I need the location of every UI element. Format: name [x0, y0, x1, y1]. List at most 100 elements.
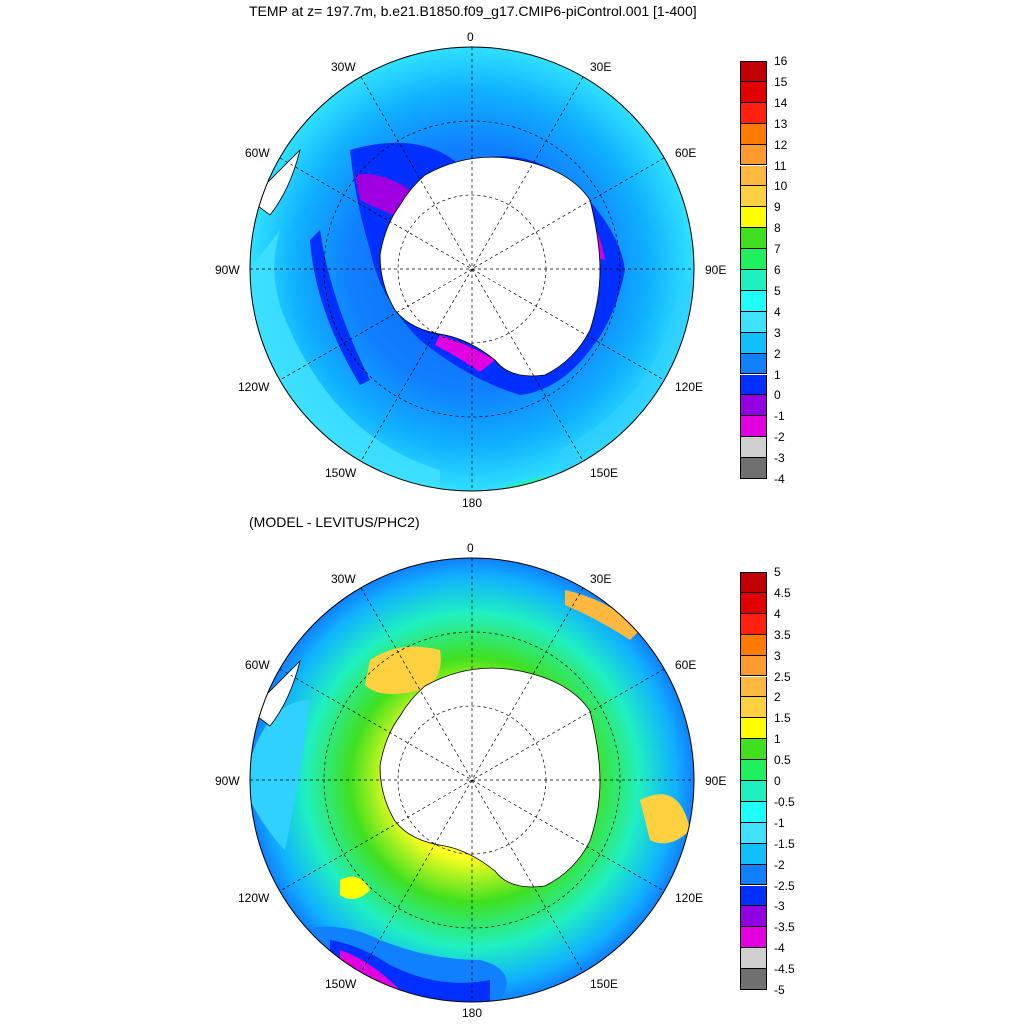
- bottom-colorbar-tick-label: -2: [774, 857, 785, 872]
- top-colorbar-swatch: [740, 353, 767, 375]
- bottom-colorbar-swatch: [740, 801, 767, 823]
- bottom-map-border: [249, 557, 695, 1003]
- top-colorbar-tick-label: 15: [774, 74, 788, 89]
- top-colorbar-swatch: [740, 290, 767, 312]
- top-colorbar-tick-label: 14: [774, 95, 788, 110]
- top-colorbar-swatch: [740, 395, 767, 417]
- top-lon-120w: 120W: [238, 380, 270, 394]
- top-magenta-patch-2: [435, 335, 495, 372]
- bottom-colorbar-swatch: [740, 697, 767, 719]
- bottom-lon-120w: 120W: [238, 891, 270, 905]
- top-colorbar-swatch: [740, 81, 767, 103]
- bottom-colorbar-swatch: [740, 572, 767, 593]
- top-colorbar-tick-label: 1: [774, 367, 781, 382]
- top-colorbar-swatch: [740, 311, 767, 333]
- top-lon-30e: 30E: [590, 60, 612, 74]
- top-colorbar-swatch: [740, 61, 767, 82]
- bottom-warm-patch-2: [565, 590, 640, 640]
- top-warm-band: [250, 230, 440, 489]
- top-colorbar-swatch: [740, 437, 767, 459]
- bottom-colorbar-swatch: [740, 718, 767, 740]
- bottom-lon-0: 0: [467, 541, 474, 555]
- top-colorbar-tick-label: 4: [774, 304, 781, 319]
- top-colorbar-tick-label: 6: [774, 263, 781, 277]
- bottom-colorbar-tick-label: 1.5: [774, 711, 791, 726]
- bottom-colorbar-tick-label: -3: [774, 899, 785, 914]
- top-colorbar-swatch: [740, 332, 767, 354]
- bottom-colorbar-tick-label: -5: [774, 983, 785, 997]
- bottom-colorbar-tick-label: 2.5: [774, 669, 791, 684]
- top-graticule: [250, 47, 694, 491]
- bottom-colorbar-tick-label: 3: [774, 648, 781, 663]
- top-map-border: [249, 46, 695, 492]
- bottom-colorbar-tick-label: -1: [774, 815, 785, 830]
- bottom-antarctica: [379, 667, 601, 888]
- bottom-lon-30w: 30W: [331, 572, 356, 586]
- bottom-yellow-patch: [340, 876, 370, 899]
- bottom-colorbar-swatch: [740, 760, 767, 781]
- top-lon-30w: 30W: [331, 60, 356, 74]
- top-colorbar-swatch: [740, 186, 767, 208]
- top-colorbar-swatch: [740, 102, 767, 124]
- bottom-colorbar-tick-label: 4.5: [774, 585, 791, 600]
- bottom-map-title: (MODEL - LEVITUS/PHC2): [249, 514, 420, 530]
- top-lon-150e: 150E: [590, 466, 619, 480]
- bottom-lon-90e: 90E: [705, 774, 727, 788]
- top-colorbar-swatch: [740, 374, 767, 396]
- bottom-colorbar-swatch: [740, 864, 767, 886]
- top-colorbar-swatch: [740, 165, 767, 187]
- top-warm-band-east: [560, 269, 694, 472]
- bottom-colorbar-swatch: [740, 843, 767, 865]
- top-colorbar-tick-label: 7: [774, 242, 781, 257]
- top-colorbar-tick-label: 10: [774, 179, 788, 194]
- bottom-colorbar-tick-label: 4: [774, 606, 781, 621]
- top-colorbar-swatch: [740, 458, 767, 479]
- bottom-colorbar-swatch: [740, 739, 767, 761]
- top-colorbar-tick-label: -3: [774, 451, 785, 466]
- bottom-colorbar-swatch: [740, 948, 767, 970]
- top-lon-60e: 60E: [675, 146, 697, 160]
- bottom-colorbar-swatch: [740, 676, 767, 698]
- bottom-warm-patch-3: [640, 794, 690, 844]
- top-lon-180: 180: [462, 496, 483, 510]
- top-polar-map: [250, 47, 694, 491]
- top-lon-150w: 150W: [325, 466, 357, 480]
- bottom-colorbar-tick-label: -3.5: [774, 920, 795, 935]
- bottom-graticule: [250, 558, 694, 1002]
- top-colorbar-tick-label: -1: [774, 409, 785, 424]
- bottom-lon-30e: 30E: [590, 572, 612, 586]
- top-colorbar-tick-label: 5: [774, 283, 781, 298]
- top-colorbar-tick-label: 0: [774, 388, 781, 403]
- top-colorbar-swatch: [740, 270, 767, 291]
- bottom-lon-150e: 150E: [590, 977, 619, 991]
- top-lon-90e: 90E: [705, 263, 727, 277]
- top-colorbar-tick-label: 2: [774, 346, 781, 361]
- bottom-colorbar-tick-label: 3.5: [774, 627, 791, 642]
- top-colorbar-swatch: [740, 123, 767, 145]
- bottom-lon-120e: 120E: [675, 891, 704, 905]
- top-lon-0: 0: [467, 30, 474, 44]
- bottom-lon-60w: 60W: [245, 658, 270, 672]
- bottom-colorbar-swatch: [740, 592, 767, 614]
- top-colorbar-tick-label: -2: [774, 430, 785, 445]
- bottom-lon-150w: 150W: [325, 977, 357, 991]
- bottom-polar-map: [250, 558, 694, 1002]
- bottom-colorbar-swatch: [740, 634, 767, 656]
- bottom-cool-west: [250, 700, 310, 850]
- bottom-colorbar-tick-label: -0.5: [774, 794, 795, 809]
- bottom-colorbar-tick-label: 5: [774, 565, 781, 579]
- bottom-lon-90w: 90W: [215, 774, 240, 788]
- bottom-colorbar-swatch: [740, 906, 767, 928]
- top-colorbar-swatch: [740, 207, 767, 229]
- top-colorbar-tick-label: 16: [774, 54, 788, 68]
- bottom-colorbar-tick-label: -2.5: [774, 878, 795, 893]
- top-colorbar-swatch: [740, 416, 767, 438]
- bottom-warm-patch: [365, 646, 441, 694]
- top-map-title: TEMP at z= 197.7m, b.e21.B1850.f09_g17.C…: [249, 3, 697, 19]
- top-colorbar-tick-label: 3: [774, 325, 781, 340]
- top-antarctica: [379, 156, 601, 377]
- top-colorbar-tick-label: 8: [774, 221, 781, 236]
- top-colorbar-swatch: [740, 249, 767, 270]
- bottom-colorbar-tick-label: -1.5: [774, 836, 795, 851]
